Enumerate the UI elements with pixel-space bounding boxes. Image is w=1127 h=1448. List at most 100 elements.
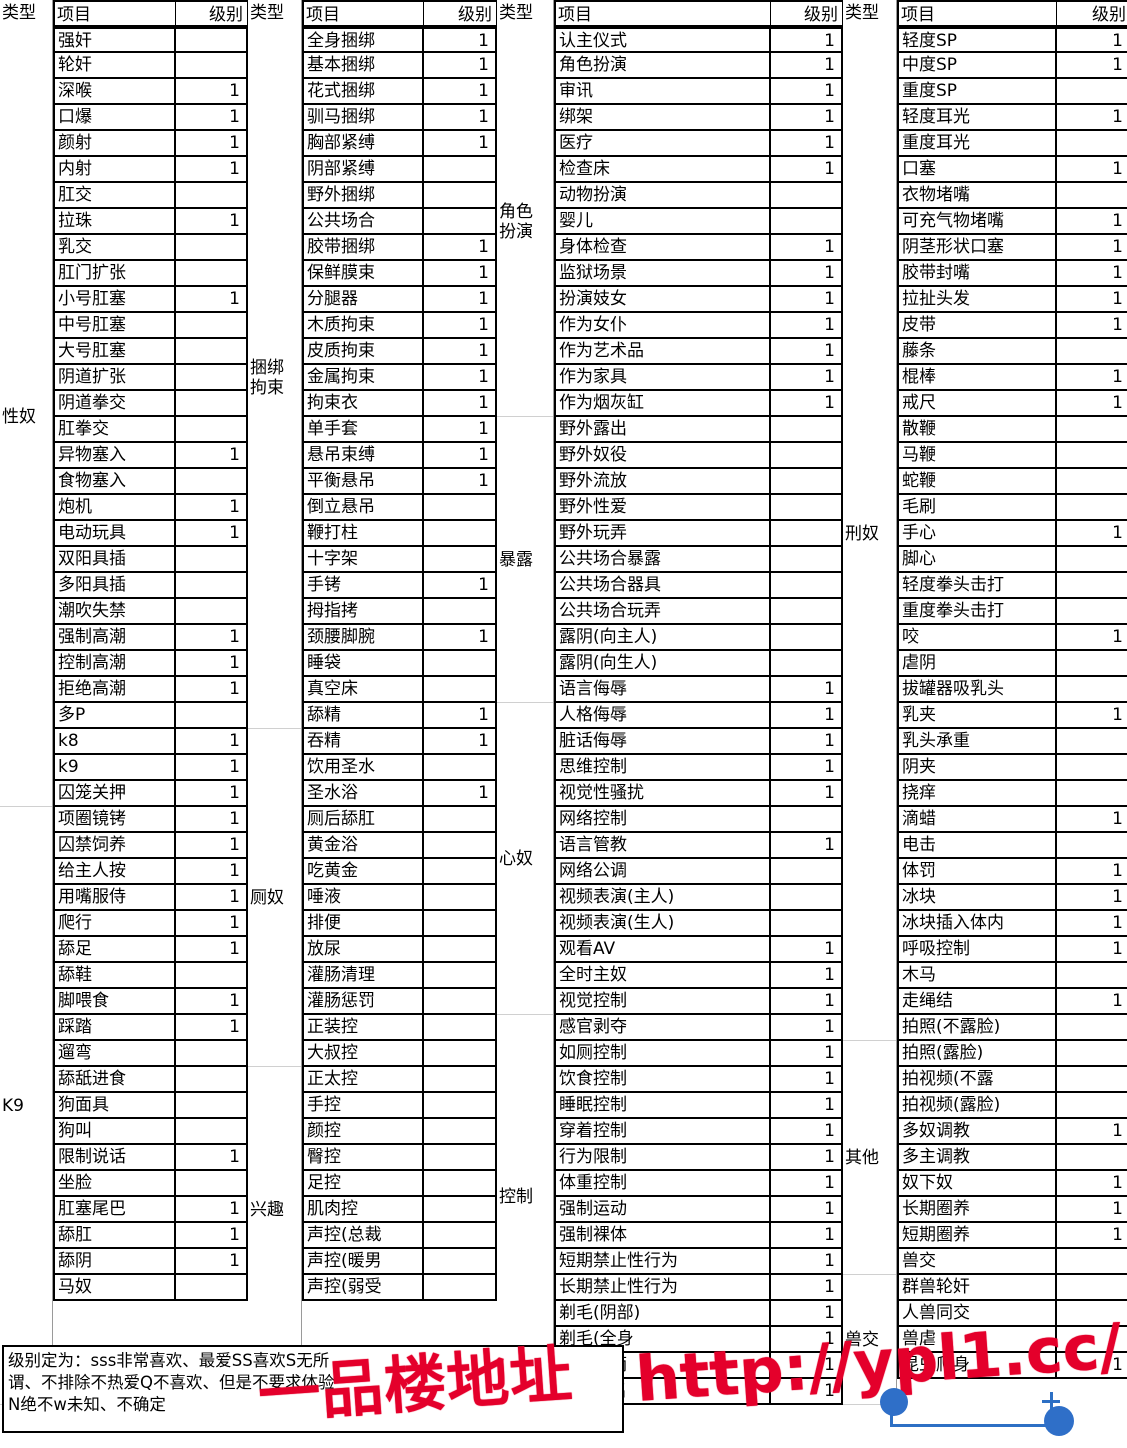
row-item-name[interactable]: 手心 (897, 521, 1057, 547)
table-row[interactable]: 奴下奴 1 (897, 1171, 1127, 1197)
row-item-name[interactable]: 平衡悬吊 (302, 469, 424, 495)
row-level-value[interactable]: 1 (1057, 27, 1127, 53)
table-row[interactable]: 医疗 1 (554, 131, 843, 157)
row-level-value[interactable] (176, 1067, 248, 1093)
row-level-value[interactable]: 1 (176, 755, 248, 781)
type-group-cell[interactable]: 兴趣 (248, 1067, 301, 1353)
table-row[interactable]: 坐脸 (53, 1171, 248, 1197)
table-row[interactable]: 电击 (897, 833, 1127, 859)
table-row[interactable]: 黄金浴 (302, 833, 497, 859)
table-row[interactable]: 放尿 (302, 937, 497, 963)
table-row[interactable]: 灌肠惩罚 (302, 989, 497, 1015)
row-level-value[interactable]: 1 (1057, 807, 1127, 833)
row-item-name[interactable]: 内射 (53, 157, 176, 183)
row-level-value[interactable] (424, 833, 497, 859)
row-level-value[interactable] (771, 885, 843, 911)
table-row[interactable]: 轮奸 (53, 53, 248, 79)
table-row[interactable]: 露阴(向生人) (554, 651, 843, 677)
table-row[interactable]: 内射 1 (53, 157, 248, 183)
row-level-value[interactable]: 1 (176, 1197, 248, 1223)
row-level-value[interactable]: 1 (176, 833, 248, 859)
table-row[interactable]: 绑架 1 (554, 105, 843, 131)
row-level-value[interactable]: 1 (1057, 157, 1127, 183)
row-level-value[interactable]: 1 (1057, 1353, 1127, 1379)
row-level-value[interactable] (176, 53, 248, 79)
row-level-value[interactable]: 1 (1057, 365, 1127, 391)
row-item-name[interactable]: 动物扮演 (554, 183, 771, 209)
row-level-value[interactable] (176, 1093, 248, 1119)
table-row[interactable]: 拇指拷 (302, 599, 497, 625)
row-item-name[interactable]: 灌肠清理 (302, 963, 424, 989)
table-row[interactable]: 颜射 1 (53, 131, 248, 157)
row-level-value[interactable]: 1 (771, 105, 843, 131)
table-row[interactable]: 脚喂食 1 (53, 989, 248, 1015)
table-row[interactable]: 认主仪式 1 (554, 27, 843, 53)
table-row[interactable]: 正太控 (302, 1067, 497, 1093)
row-level-value[interactable]: 1 (771, 1145, 843, 1171)
row-level-value[interactable]: 1 (176, 989, 248, 1015)
table-row[interactable]: 野外性爱 (554, 495, 843, 521)
table-row[interactable]: 脚心 (897, 547, 1127, 573)
row-item-name[interactable]: 检查床 (554, 157, 771, 183)
row-level-value[interactable] (424, 1015, 497, 1041)
table-row[interactable]: 阴茎形状口塞 1 (897, 235, 1127, 261)
table-row[interactable]: 如厕控制 1 (554, 1041, 843, 1067)
row-level-value[interactable] (176, 573, 248, 599)
table-row[interactable]: 阴道拳交 (53, 391, 248, 417)
table-row[interactable]: 网络公调 (554, 859, 843, 885)
table-row[interactable]: 体罚 1 (897, 859, 1127, 885)
table-row[interactable]: 强制裸体 1 (554, 1223, 843, 1249)
table-row[interactable]: 吞精 1 (302, 729, 497, 755)
row-item-name[interactable]: 视频表演(生人) (554, 911, 771, 937)
row-item-name[interactable]: 饮用圣水 (302, 755, 424, 781)
row-level-value[interactable] (1057, 1145, 1127, 1171)
row-item-name[interactable]: 鞭打柱 (302, 521, 424, 547)
row-item-name[interactable]: 声控(总裁 (302, 1223, 424, 1249)
row-level-value[interactable] (176, 1275, 248, 1301)
row-level-value[interactable]: 1 (1057, 1197, 1127, 1223)
row-item-name[interactable]: 颈腰脚腕 (302, 625, 424, 651)
row-level-value[interactable]: 1 (176, 937, 248, 963)
table-row[interactable]: 观看AV 1 (554, 937, 843, 963)
row-level-value[interactable] (1057, 729, 1127, 755)
table-row[interactable]: 拍视频(露脸) (897, 1093, 1127, 1119)
row-level-value[interactable]: 1 (771, 261, 843, 287)
table-row[interactable]: 马鞭 (897, 443, 1127, 469)
row-level-value[interactable]: 1 (771, 27, 843, 53)
table-row[interactable]: 囚笼关押 1 (53, 781, 248, 807)
row-level-value[interactable]: 1 (424, 235, 497, 261)
table-row[interactable]: 重度耳光 (897, 131, 1127, 157)
row-item-name[interactable]: 公共场合玩弄 (554, 599, 771, 625)
table-row[interactable]: 遛弯 (53, 1041, 248, 1067)
row-level-value[interactable] (176, 963, 248, 989)
row-level-value[interactable]: 1 (176, 157, 248, 183)
row-item-name[interactable]: 爬行 (53, 911, 176, 937)
row-level-value[interactable] (771, 521, 843, 547)
type-group-cell[interactable]: 捆绑 拘束 (248, 27, 301, 729)
table-row[interactable]: 单手套 1 (302, 417, 497, 443)
row-level-value[interactable]: 1 (771, 963, 843, 989)
row-level-value[interactable]: 1 (771, 235, 843, 261)
table-row[interactable]: 角色扮演 1 (554, 53, 843, 79)
row-level-value[interactable] (1057, 1275, 1127, 1301)
table-row[interactable]: 真空床 (302, 677, 497, 703)
table-row[interactable]: 冰块 1 (897, 885, 1127, 911)
row-level-value[interactable]: 1 (771, 1171, 843, 1197)
row-level-value[interactable]: 1 (1057, 261, 1127, 287)
row-level-value[interactable] (424, 1171, 497, 1197)
row-item-name[interactable]: 冰块 (897, 885, 1057, 911)
row-item-name[interactable]: 睡眠控制 (554, 1093, 771, 1119)
row-item-name[interactable]: 长期圈养 (897, 1197, 1057, 1223)
row-item-name[interactable]: 多P (53, 703, 176, 729)
row-level-value[interactable]: 1 (1057, 521, 1127, 547)
row-item-name[interactable]: 露阴(向主人) (554, 625, 771, 651)
row-level-value[interactable]: 1 (771, 1301, 843, 1327)
table-row[interactable]: 舔足 1 (53, 937, 248, 963)
row-item-name[interactable]: 马鞭 (897, 443, 1057, 469)
row-level-value[interactable]: 1 (771, 287, 843, 313)
row-level-value[interactable]: 1 (424, 625, 497, 651)
row-item-name[interactable]: 项圈镜铐 (53, 807, 176, 833)
table-row[interactable]: 视频表演(生人) (554, 911, 843, 937)
table-row[interactable]: 体重控制 1 (554, 1171, 843, 1197)
row-item-name[interactable]: 兽交 (897, 1249, 1057, 1275)
